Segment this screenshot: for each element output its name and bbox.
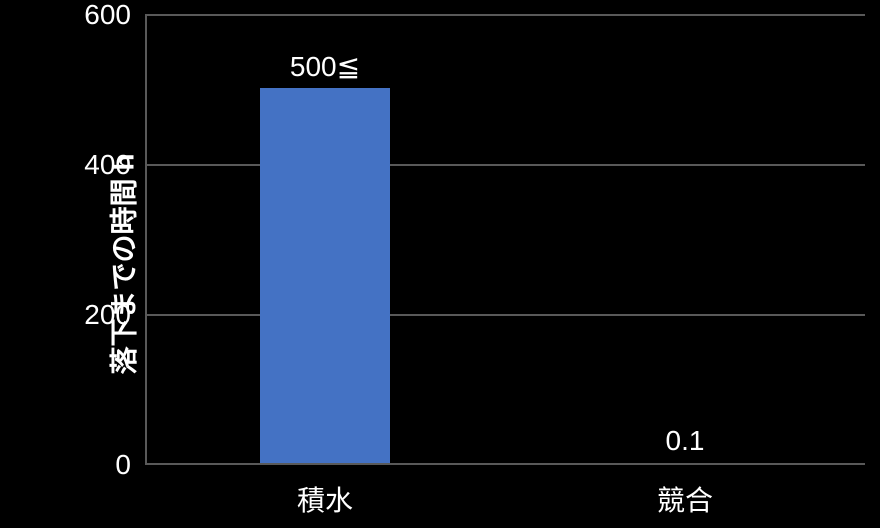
gridline	[145, 314, 865, 316]
bar-chart: 落下までの時間 h 0200400600500≦積水0.1競合	[0, 0, 880, 528]
bar-value-label: 500≦	[290, 50, 360, 83]
y-tick-label: 600	[84, 0, 131, 31]
gridline	[145, 164, 865, 166]
x-category-label: 競合	[657, 479, 713, 519]
x-category-label: 積水	[297, 479, 353, 519]
gridline	[145, 14, 865, 16]
bar-value-label: 0.1	[666, 425, 705, 457]
y-tick-label: 200	[84, 299, 131, 331]
y-tick-label: 0	[115, 449, 131, 481]
y-tick-label: 400	[84, 149, 131, 181]
x-axis-line	[145, 463, 865, 465]
plot-area: 0200400600500≦積水0.1競合	[145, 15, 865, 465]
bar	[260, 88, 390, 463]
y-axis-label: 落下までの時間 h	[102, 154, 142, 375]
y-axis-line	[145, 15, 147, 465]
